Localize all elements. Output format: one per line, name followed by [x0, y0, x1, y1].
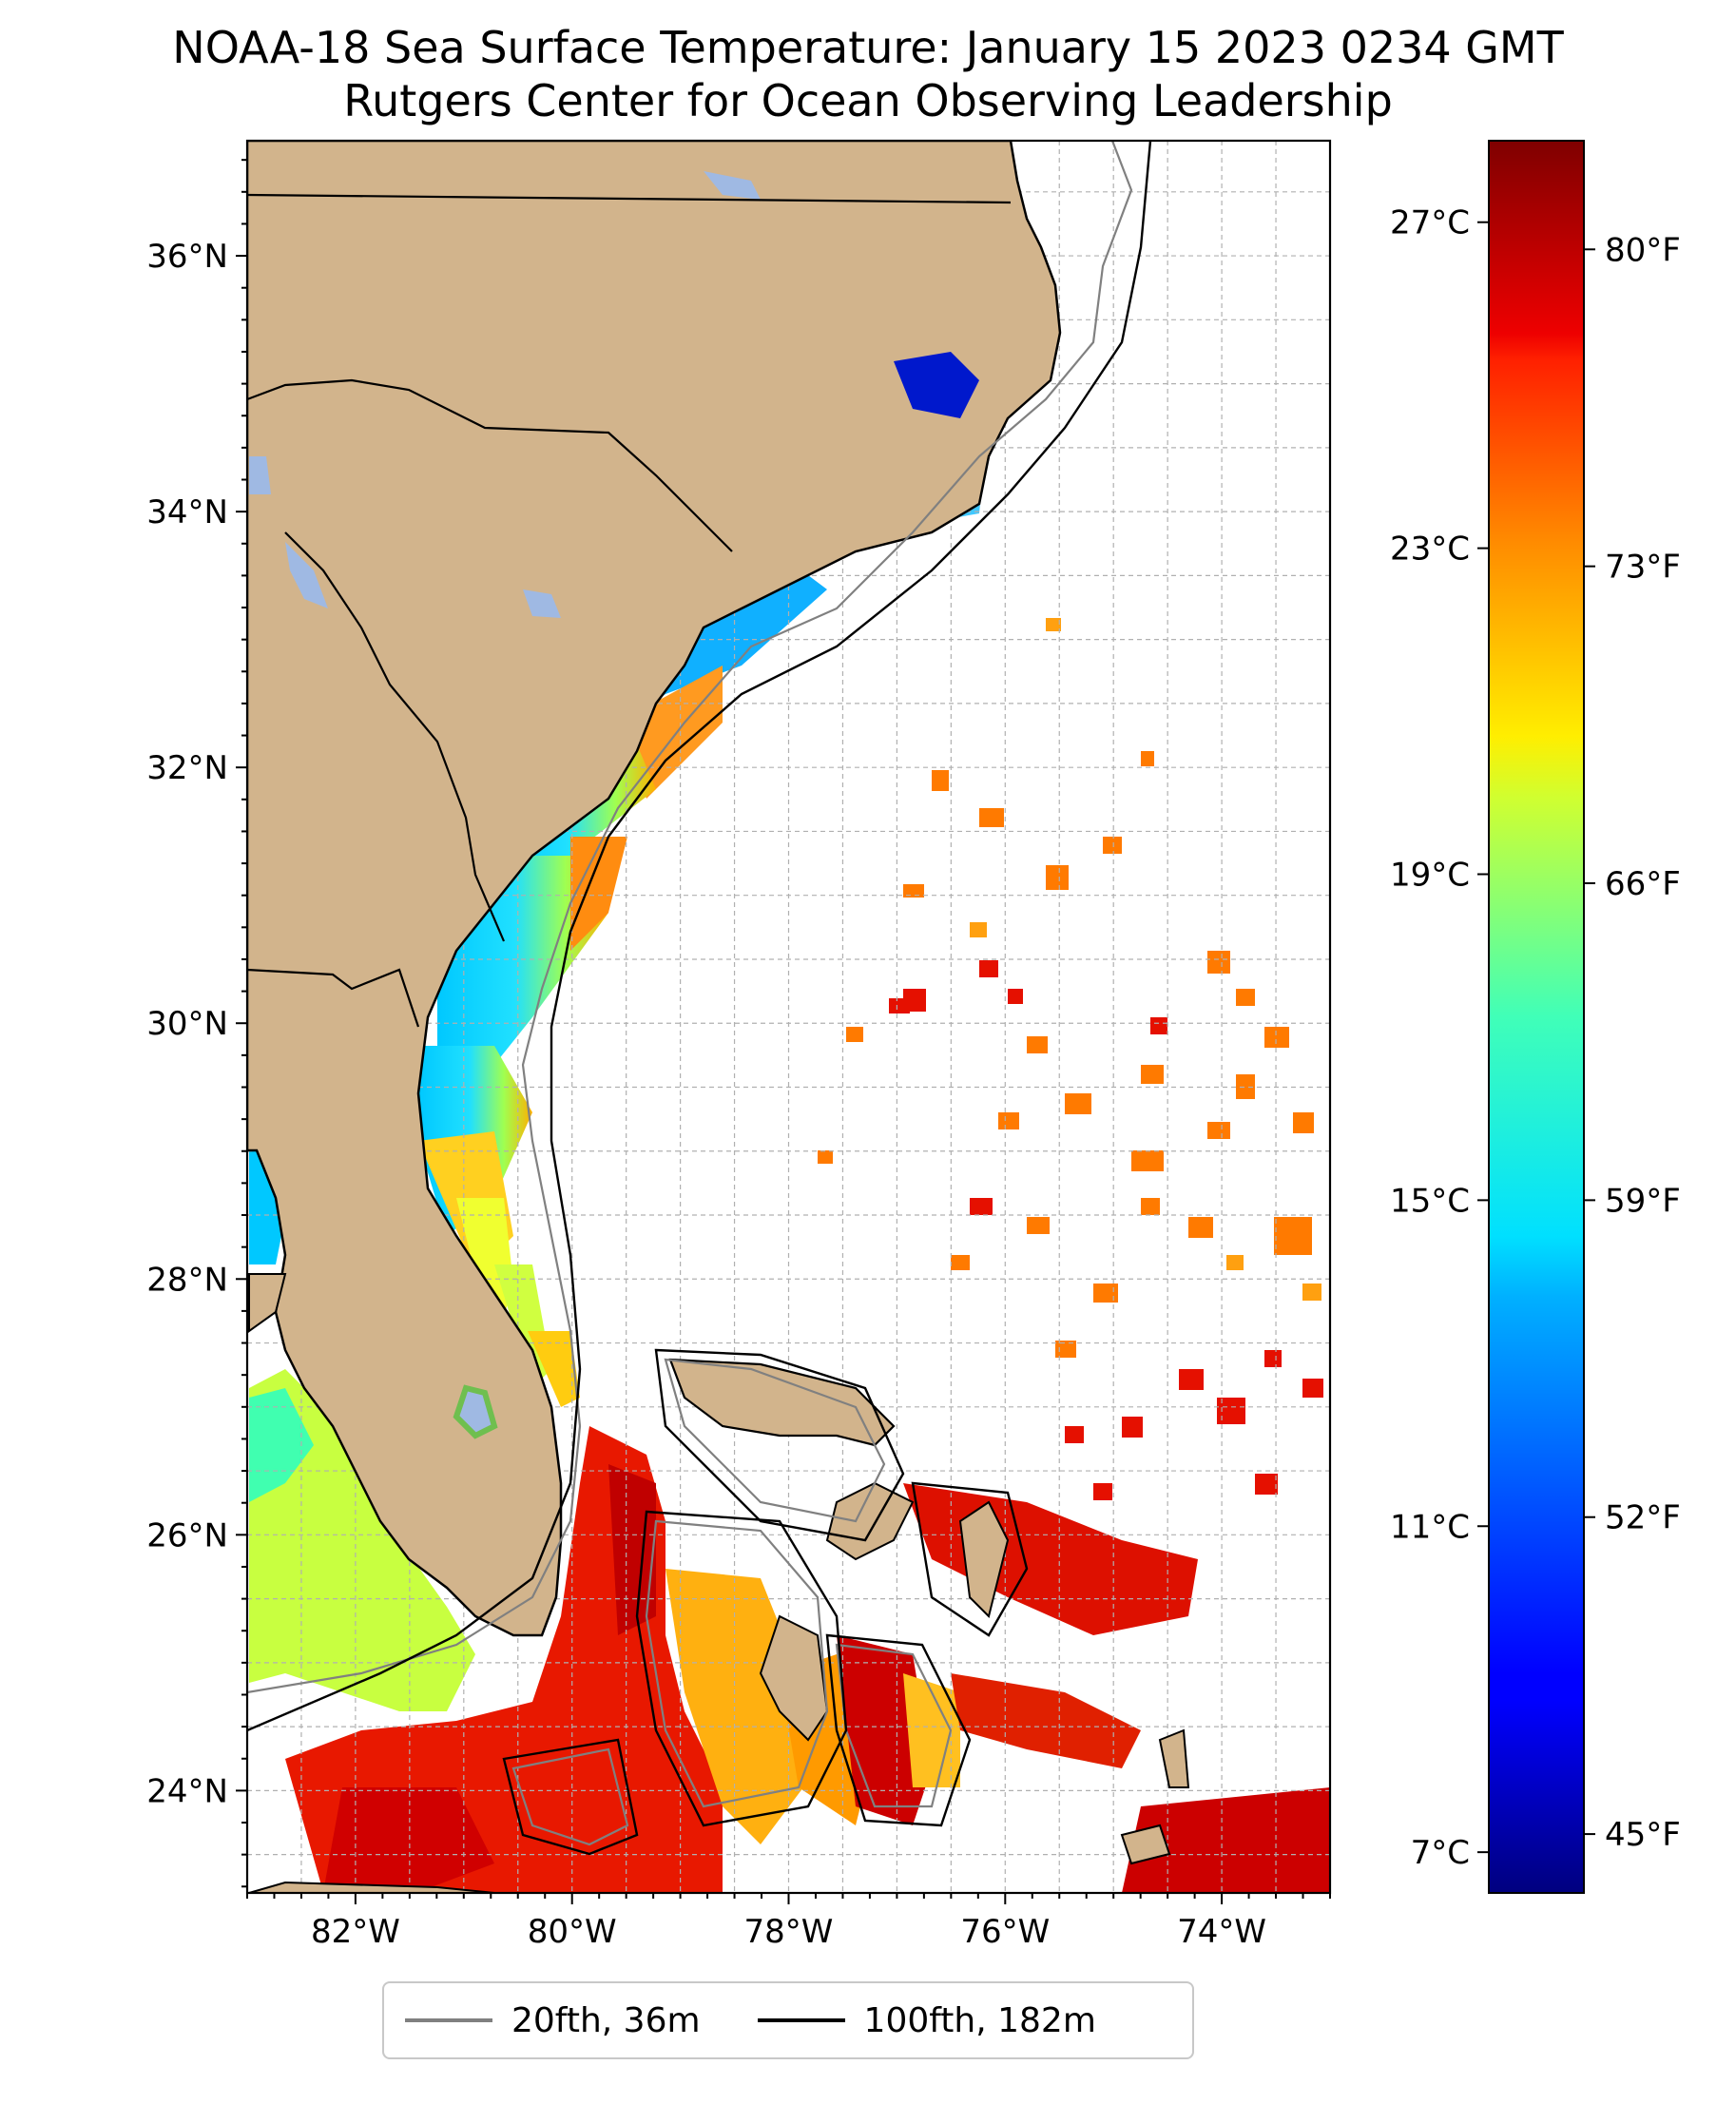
map-legend: 20fth, 36m 100fth, 182m	[382, 1981, 1194, 2059]
state-borders	[247, 193, 1012, 1028]
legend-swatch-20fth	[405, 2018, 492, 2022]
lon-tick-label: 80°W	[528, 1913, 617, 1951]
lat-tick-label: 34°N	[146, 493, 228, 531]
fahrenheit-tick-label: 59°F	[1605, 1182, 1681, 1220]
colorbar-celsius-axis: 27°C 23°C 19°C 15°C 11°C 7°C	[1390, 204, 1489, 1872]
celsius-tick-label: 27°C	[1390, 204, 1470, 242]
map-title: NOAA-18 Sea Surface Temperature: January…	[0, 21, 1736, 127]
celsius-tick-label: 11°C	[1390, 1508, 1470, 1546]
fahrenheit-tick-label: 52°F	[1605, 1499, 1681, 1537]
legend-label-20fth: 20fth, 36m	[511, 2000, 701, 2040]
title-line-1: NOAA-18 Sea Surface Temperature: January…	[172, 22, 1564, 73]
lat-tick-label: 36°N	[146, 238, 228, 276]
lat-tick-label: 24°N	[146, 1772, 228, 1810]
legend-label-100fth: 100fth, 182m	[863, 2000, 1096, 2040]
lon-tick-label: 82°W	[311, 1913, 400, 1951]
legend-item-20fth: 20fth, 36m	[405, 2001, 701, 2040]
colorbar-fahrenheit-axis: 80°F 73°F 66°F 59°F 52°F 45°F	[1584, 231, 1681, 1854]
lon-tick-label: 74°W	[1177, 1913, 1266, 1951]
legend-swatch-100fth	[757, 2018, 845, 2022]
latitude-axis: 36°N 34°N 32°N 30°N 28°N 26°N 24°N	[146, 159, 247, 1888]
isobath-100fth	[247, 141, 1152, 1856]
lon-tick-label: 76°W	[960, 1913, 1050, 1951]
land	[247, 141, 1190, 1893]
title-line-2: Rutgers Center for Ocean Observing Leade…	[343, 75, 1393, 126]
celsius-tick-label: 23°C	[1390, 531, 1470, 569]
lat-tick-label: 28°N	[146, 1261, 228, 1299]
celsius-tick-label: 15°C	[1390, 1182, 1470, 1220]
fahrenheit-tick-label: 45°F	[1605, 1816, 1681, 1854]
celsius-tick-label: 19°C	[1390, 856, 1470, 894]
lat-tick-label: 32°N	[146, 749, 228, 787]
fahrenheit-tick-label: 66°F	[1605, 865, 1681, 903]
fahrenheit-tick-label: 73°F	[1605, 549, 1681, 587]
isobath-20fth	[247, 141, 1133, 1846]
colorbar-gradient	[1488, 140, 1585, 1894]
lat-tick-label: 26°N	[146, 1516, 228, 1554]
fahrenheit-tick-label: 80°F	[1605, 231, 1681, 269]
legend-item-100fth: 100fth, 182m	[757, 2000, 1096, 2040]
celsius-tick-label: 7°C	[1411, 1834, 1470, 1872]
longitude-axis: 82°W 80°W 78°W 76°W 74°W	[246, 1893, 1331, 1951]
lat-tick-label: 30°N	[146, 1005, 228, 1043]
lon-tick-label: 78°W	[744, 1913, 834, 1951]
colorbar: 27°C 23°C 19°C 15°C 11°C 7°C 80°F 73°F 66°F 59°F…	[1390, 140, 1681, 1894]
